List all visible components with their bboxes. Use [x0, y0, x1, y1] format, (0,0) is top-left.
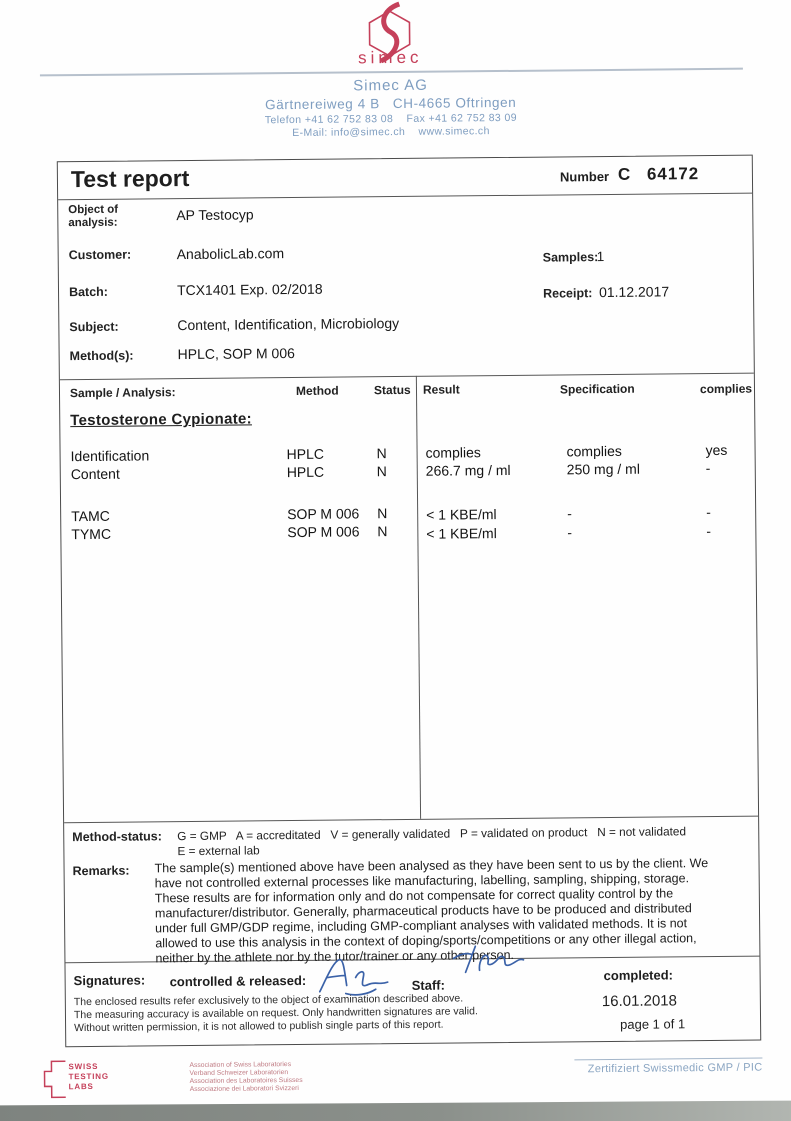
methods-label: Method(s):: [69, 348, 134, 364]
table-row: TYMC SOP M 006 N < 1 KBE/ml - -: [58, 156, 752, 542]
samples-label: Samples:: [542, 250, 599, 265]
divider-above-table: [59, 372, 754, 381]
table-row: Content HPLC N 266.7 mg / ml 250 mg / ml…: [58, 156, 752, 482]
row-specification: 250 mg / ml: [566, 460, 640, 478]
certification-text: Zertifiziert Swissmedic GMP / PIC: [587, 1061, 763, 1076]
simec-wordmark: simec: [357, 47, 423, 68]
row-result: complies: [425, 444, 481, 461]
row-specification: -: [567, 505, 572, 522]
stl-association-line: Associazione dei Laboratori Svizzeri: [189, 1084, 299, 1094]
customer-label: Customer:: [68, 247, 132, 263]
staff-label: Staff:: [411, 977, 445, 993]
col-header-status: Status: [373, 382, 411, 398]
remarks-text: The sample(s) mentioned above have been …: [154, 856, 709, 966]
method-status-label: Method-status:: [72, 829, 162, 845]
col-header-result: Result: [422, 382, 460, 397]
row-result: 266.7 mg / ml: [425, 461, 511, 479]
completed-date: 16.01.2018: [601, 992, 678, 1011]
stl-name-line: LABS: [68, 1081, 94, 1092]
row-method: HPLC: [286, 445, 325, 463]
batch-value: TCX1401 Exp. 02/2018: [176, 280, 323, 299]
stl-name-line: SWISS: [68, 1061, 99, 1072]
row-result: < 1 KBE/ml: [426, 525, 497, 542]
samples-value: 1: [596, 249, 605, 265]
batch-label: Batch:: [68, 284, 109, 300]
report-number-value: 64172: [646, 164, 700, 184]
divider-below-table: [64, 815, 759, 824]
row-complies: -: [705, 460, 711, 477]
row-specification: -: [567, 524, 573, 541]
col-header-method: Method: [295, 383, 339, 398]
receipt-label: Receipt:: [542, 286, 593, 301]
controlled-released-label: controlled & released:: [169, 972, 307, 990]
controlled-released-signature: [318, 958, 389, 996]
divider-under-title: [58, 192, 753, 201]
col-header-sample-analysis: Sample / Analysis:: [69, 385, 176, 401]
method-status-legend-line1: G = GMP A = accreditated V = generally v…: [177, 824, 687, 844]
row-method: SOP M 006: [287, 523, 360, 541]
object-of-analysis-value: AP Testocyp: [176, 206, 254, 224]
subject-value: Content, Identification, Microbiology: [177, 314, 400, 334]
page-indicator: page 1 of 1: [620, 1016, 686, 1032]
row-analysis: TYMC: [71, 525, 112, 543]
object-of-analysis-label: Object of analysis:: [68, 203, 119, 230]
row-specification: complies: [566, 442, 622, 460]
row-status: N: [376, 445, 387, 462]
stl-name-line: TESTING: [68, 1071, 109, 1082]
row-analysis: TAMC: [71, 507, 110, 525]
row-method: SOP M 006: [287, 505, 360, 523]
row-analysis: Identification: [70, 447, 150, 465]
receipt-value: 01.12.2017: [598, 283, 670, 301]
table-row: TAMC SOP M 006 N < 1 KBE/ml - -: [58, 156, 752, 524]
completed-label: completed:: [603, 967, 674, 984]
row-complies: yes: [705, 441, 728, 459]
subject-label: Subject:: [69, 319, 119, 335]
method-status-legend-line2: E = external lab: [177, 843, 260, 859]
row-method: HPLC: [286, 463, 325, 481]
row-result: < 1 KBE/ml: [426, 506, 497, 523]
certification-divider: [574, 1057, 763, 1061]
methods-value: HPLC, SOP M 006: [177, 344, 295, 363]
row-status: N: [377, 505, 388, 522]
report-title: Test report: [70, 165, 190, 193]
customer-value: AnabolicLab.com: [176, 245, 285, 263]
report-frame: Test report Number C 64172 Object of ana…: [56, 154, 762, 1048]
table-column-divider: [415, 375, 422, 819]
col-header-complies: complies: [699, 381, 753, 397]
legal-line: Without written permission, it is not al…: [74, 1018, 444, 1035]
signatures-label: Signatures:: [73, 972, 146, 989]
col-header-specification: Specification: [559, 381, 635, 397]
table-row: Identification HPLC N complies complies …: [58, 156, 752, 464]
staff-signature: [452, 945, 525, 974]
remarks-label: Remarks:: [72, 863, 130, 879]
row-status: N: [377, 523, 388, 540]
report-number-prefix: C: [617, 164, 631, 184]
row-complies: -: [706, 523, 712, 540]
row-analysis: Content: [70, 465, 120, 483]
row-complies: -: [706, 504, 711, 521]
row-status: N: [376, 463, 387, 480]
swiss-testing-labs-icon: [43, 1060, 66, 1099]
report-number-label: Number: [559, 168, 610, 185]
simec-logo-icon: [368, 1, 411, 64]
analyte-group-title: Testosterone Cypionate:: [70, 410, 252, 430]
